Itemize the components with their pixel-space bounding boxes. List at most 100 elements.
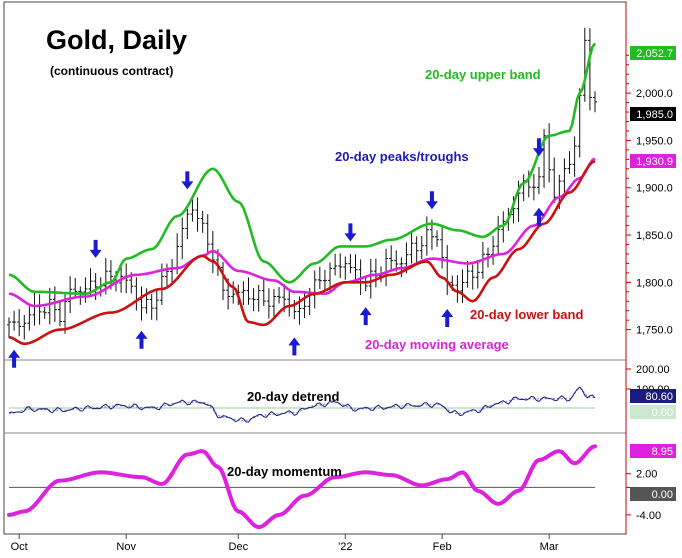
up-arrow-shape <box>135 330 148 349</box>
price-bar <box>205 214 210 253</box>
price-bar <box>547 123 552 183</box>
price-bar <box>27 306 32 331</box>
price-panel <box>7 27 597 346</box>
y-tick-label-1850: 1,850.0 <box>636 230 673 242</box>
price-bar <box>134 277 139 311</box>
momentum-last-value-badge <box>630 444 676 458</box>
down-arrow-icon <box>181 171 194 190</box>
y-tick-label-1800: 1,800.0 <box>636 277 673 289</box>
price-bar <box>312 270 317 309</box>
lower-band-annotation: 20-day lower band <box>470 307 583 322</box>
detrend-panel <box>8 386 596 423</box>
detrend-panel-label: 20-day detrend <box>247 389 340 404</box>
chart-title: Gold, Daily <box>46 25 187 55</box>
price-bar <box>363 276 368 292</box>
price-bar <box>164 263 169 289</box>
price-bar <box>343 256 348 280</box>
price-bar <box>593 91 597 113</box>
momentum-tick-label--4: -4.00 <box>636 510 661 522</box>
down-arrow-shape <box>425 191 438 210</box>
price-bar <box>445 245 450 296</box>
price-bar <box>154 288 159 321</box>
detrend-last-value: 80.60 <box>645 391 673 403</box>
price-bar <box>180 217 185 260</box>
arrow-markers <box>8 138 545 368</box>
price-bar <box>47 287 52 325</box>
y-tick-label-1750: 1,750.0 <box>636 325 673 337</box>
price-bar <box>241 281 246 306</box>
price-bar <box>536 166 541 195</box>
detrend-smooth-line <box>8 387 595 422</box>
price-bar <box>246 277 251 305</box>
price-bar <box>353 254 358 282</box>
moving-average-last-value-badge <box>630 154 676 168</box>
price-bar <box>221 261 226 301</box>
price-bar <box>587 28 592 111</box>
price-bar <box>440 227 445 269</box>
price-bar <box>562 158 567 194</box>
detrend-tick-label-200: 200.00 <box>636 364 670 376</box>
up-arrow-shape <box>441 309 454 328</box>
price-last-value: 1,985.0 <box>636 109 673 121</box>
price-bar <box>37 294 42 325</box>
price-bar <box>251 288 256 312</box>
up-arrow-shape <box>8 349 21 368</box>
up-arrow-icon <box>288 337 301 356</box>
momentum-last-value: 8.95 <box>652 446 673 458</box>
chart-subtitle: (continuous contract) <box>50 64 173 78</box>
detrend-line <box>8 386 596 423</box>
momentum-panel-label: 20-day momentum <box>227 464 342 479</box>
price-bar <box>435 230 440 247</box>
down-arrow-icon <box>89 239 102 258</box>
x-tick-label-Oct: Oct <box>11 541 28 553</box>
price-bar <box>475 259 480 289</box>
down-arrow-icon <box>344 223 357 242</box>
20-day-lower-band-line <box>8 159 596 346</box>
up-arrow-shape <box>288 337 301 356</box>
price-bar <box>32 292 37 326</box>
20-day-moving-average-line <box>8 157 596 308</box>
y-tick-label-2000: 2,000.0 <box>636 88 673 100</box>
price-bar <box>491 236 496 265</box>
axis-group: 1,750.0 1,800.0 1,850.0 1,900.0 1,950.0 2,000… <box>11 54 673 553</box>
down-arrow-icon <box>532 138 545 157</box>
price-bar <box>317 266 322 290</box>
price-bar <box>470 264 475 290</box>
upper-band-last-value-badge <box>630 46 676 60</box>
down-arrow-shape <box>532 138 545 157</box>
moving-average-last-value: 1,930.9 <box>636 156 673 168</box>
detrend-zero-badge <box>630 405 676 419</box>
price-bar <box>256 284 261 312</box>
y-tick-label-1900: 1,900.0 <box>636 183 673 195</box>
x-tick-label-Mar: Mar <box>540 541 559 553</box>
down-arrow-shape <box>181 171 194 190</box>
price-bar <box>389 245 394 272</box>
price-bar <box>552 157 557 203</box>
momentum-tick-label-2: 2.00 <box>636 469 657 481</box>
up-arrow-shape <box>359 307 372 326</box>
price-bar <box>266 288 271 319</box>
price-bar <box>22 314 27 340</box>
price-bar <box>455 275 460 303</box>
upper-band-annotation: 20-day upper band <box>425 67 541 82</box>
price-bar <box>277 287 282 304</box>
price-bar <box>338 253 343 278</box>
x-tick-label-Nov: Nov <box>116 541 136 553</box>
price-bar <box>531 173 536 201</box>
price-bar <box>190 198 195 222</box>
upper-band-last-value: 2,052.7 <box>636 48 673 60</box>
detrend-last-value-badge <box>630 389 676 403</box>
price-bar <box>12 310 17 331</box>
price-bar <box>414 236 419 264</box>
peaks-troughs-annotation: 20-day peaks/troughs <box>335 149 469 164</box>
price-bar <box>521 174 526 202</box>
price-bar <box>368 258 373 299</box>
price-bar <box>17 309 22 337</box>
price-bar <box>333 253 338 276</box>
price-bar <box>567 151 572 174</box>
price-bar <box>149 294 154 320</box>
price-bar <box>409 230 414 264</box>
price-bar <box>170 259 175 283</box>
price-bar <box>373 258 378 288</box>
